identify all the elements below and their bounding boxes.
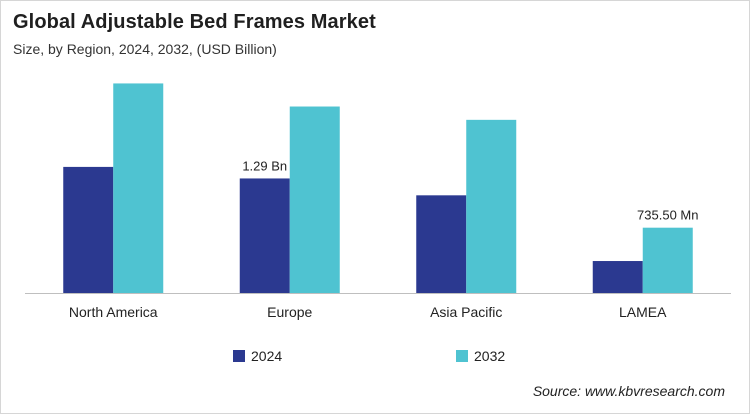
legend-swatch-2024: [233, 350, 245, 362]
category-label: Asia Pacific: [430, 304, 502, 320]
bars-group: [63, 83, 693, 294]
bar-2032-lamea: [642, 227, 693, 293]
bar-2024-north-america: [63, 166, 114, 293]
bar-2032-north-america: [113, 83, 164, 293]
bar-2032-asia-pacific: [466, 119, 517, 293]
source-note: Source: www.kbvresearch.com: [532, 383, 725, 399]
category-labels: North America Europe Asia Pacific LAMEA: [69, 304, 667, 320]
bar-2024-asia-pacific: [416, 195, 467, 293]
category-label: LAMEA: [619, 304, 667, 320]
data-label: 1.29 Bn: [242, 158, 287, 173]
legend-label-2032: 2032: [474, 348, 505, 364]
legend-swatch-2032: [456, 350, 468, 362]
chart-title: Global Adjustable Bed Frames Market: [13, 11, 376, 33]
bar-2032-europe: [289, 106, 340, 294]
category-label: North America: [69, 304, 158, 320]
data-labels: 1.29 Bn 735.50 Mn: [242, 158, 698, 222]
category-label: Europe: [267, 304, 312, 320]
legend-label-2024: 2024: [251, 348, 282, 364]
data-label: 735.50 Mn: [637, 208, 698, 223]
bar-2024-lamea: [592, 261, 643, 293]
chart-subtitle: Size, by Region, 2024, 2032, (USD Billio…: [13, 41, 277, 57]
bar-2024-europe: [239, 178, 290, 293]
legend: 2024 2032: [233, 348, 505, 364]
